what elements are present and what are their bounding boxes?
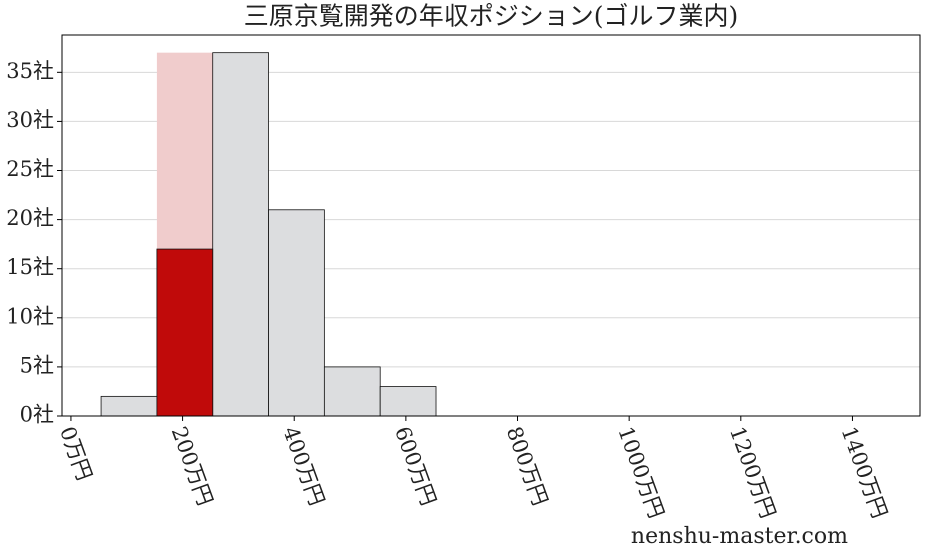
plot-frame [61, 34, 921, 417]
y-tick-label: 20社 [6, 206, 54, 230]
bar [268, 209, 325, 417]
bar [323, 366, 381, 417]
y-tick-label: 35社 [6, 59, 54, 83]
x-tick-label: 600万円 [390, 423, 441, 508]
chart-title: 三原京覧開発の年収ポジション(ゴルフ業内) [244, 2, 739, 31]
x-tick-label: 1000万円 [613, 423, 668, 521]
bar [379, 386, 437, 417]
y-tick-label: 5社 [20, 353, 54, 377]
y-tick-label: 15社 [6, 255, 54, 279]
x-tick-label: 800万円 [502, 423, 553, 508]
bar [100, 395, 158, 417]
x-tick-label: 1400万円 [837, 423, 892, 521]
y-tick-label: 30社 [6, 108, 54, 132]
y-tick-label: 0社 [20, 403, 54, 427]
bar [212, 52, 269, 417]
watermark: nenshu-master.com [631, 524, 848, 549]
x-tick-label: 0万円 [55, 423, 96, 483]
x-tick-label: 200万円 [167, 423, 218, 508]
x-tick-label: 400万円 [278, 423, 329, 508]
y-tick-label: 25社 [6, 157, 54, 181]
bar [156, 248, 214, 417]
x-tick-label: 1200万円 [725, 423, 780, 521]
y-tick-label: 10社 [6, 304, 54, 328]
